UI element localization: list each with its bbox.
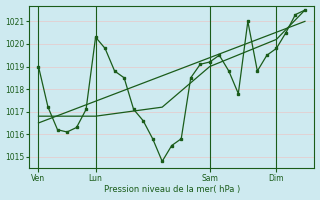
X-axis label: Pression niveau de la mer( hPa ): Pression niveau de la mer( hPa ) [104, 185, 240, 194]
